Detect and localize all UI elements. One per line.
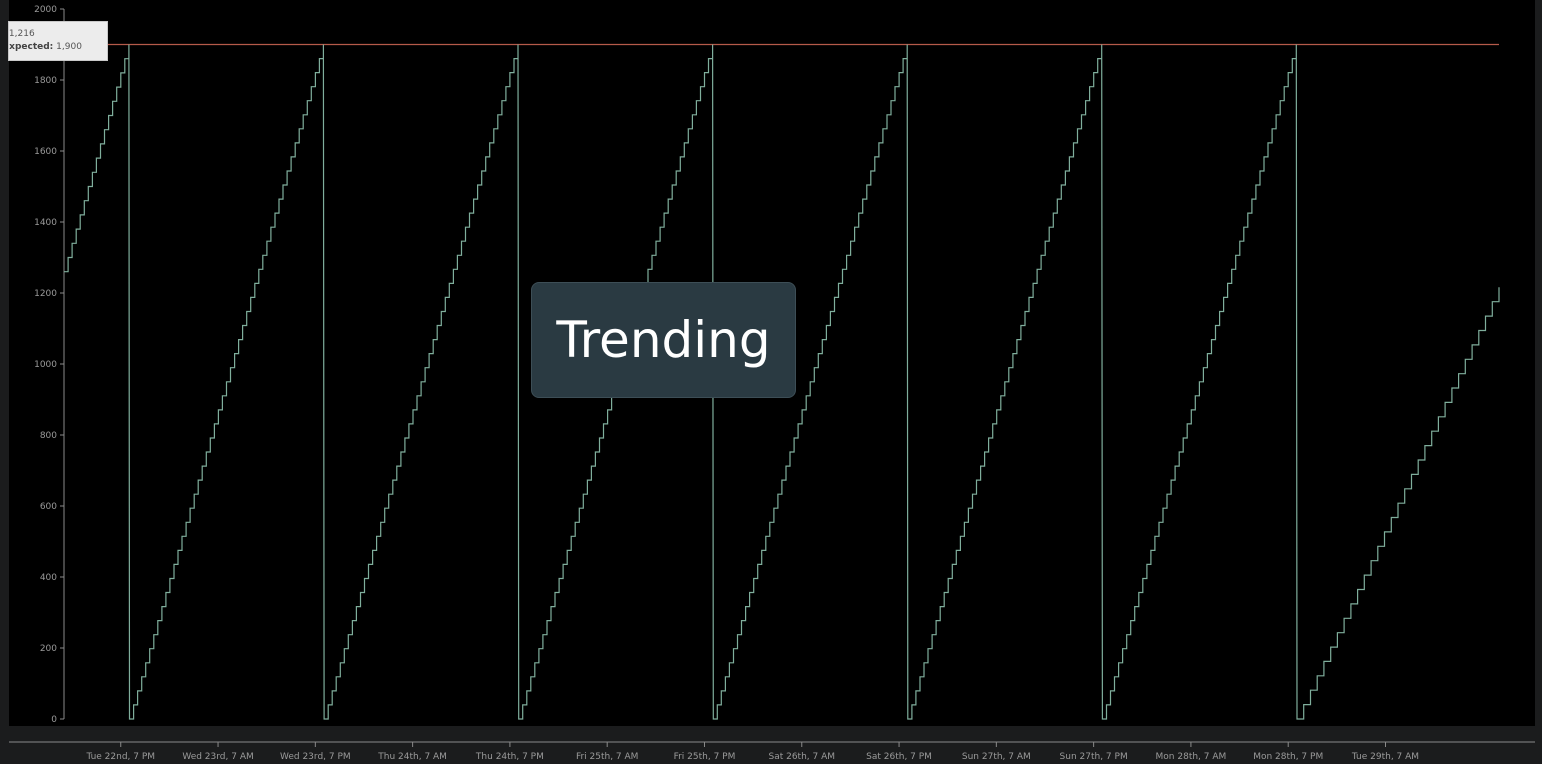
trending-badge: Trending <box>531 282 796 398</box>
x-tick-label: Tue 22nd, 7 PM <box>85 752 155 762</box>
tooltip-value-row: : 1,216 <box>8 28 107 41</box>
x-tick-label: Sun 27th, 7 AM <box>962 752 1031 762</box>
x-tick-label: Tue 29th, 7 AM <box>1351 752 1419 762</box>
x-tick-label: Wed 23rd, 7 AM <box>182 752 253 762</box>
tooltip-expected-row: Expected: 1,900 <box>8 41 107 54</box>
x-tick-label: Sat 26th, 7 PM <box>866 752 932 762</box>
y-tick-label: 200 <box>40 644 57 654</box>
tooltip-expected: 1,900 <box>56 42 82 52</box>
series-line <box>64 44 1500 720</box>
y-tick-label: 1600 <box>34 147 57 157</box>
y-tick-label: 1000 <box>34 360 57 370</box>
tooltip-expected-label: Expected: <box>8 42 54 52</box>
y-tick-label: 2000 <box>34 5 57 15</box>
x-tick-label: Sat 26th, 7 AM <box>768 752 835 762</box>
y-tick-label: 1800 <box>34 76 57 86</box>
trending-label: Trending <box>556 311 771 369</box>
y-tick-label: 0 <box>51 715 57 725</box>
x-tick-label: Sun 27th, 7 PM <box>1060 752 1128 762</box>
y-tick-label: 400 <box>40 573 57 583</box>
y-tick-label: 600 <box>40 502 57 512</box>
tooltip-value: 1,216 <box>8 29 35 39</box>
x-tick-label: Fri 25th, 7 PM <box>674 752 736 762</box>
x-tick-label: Thu 24th, 7 AM <box>377 752 447 762</box>
y-tick-label: 1200 <box>34 289 57 299</box>
chart-tooltip: : 1,216 Expected: 1,900 <box>8 21 108 61</box>
y-tick-label: 800 <box>40 431 57 441</box>
y-tick-label: 1400 <box>34 218 57 228</box>
x-tick-label: Mon 28th, 7 PM <box>1253 752 1323 762</box>
x-tick-label: Mon 28th, 7 AM <box>1156 752 1227 762</box>
x-tick-label: Thu 24th, 7 PM <box>475 752 544 762</box>
x-tick-label: Wed 23rd, 7 PM <box>280 752 351 762</box>
x-tick-label: Fri 25th, 7 AM <box>576 752 639 762</box>
